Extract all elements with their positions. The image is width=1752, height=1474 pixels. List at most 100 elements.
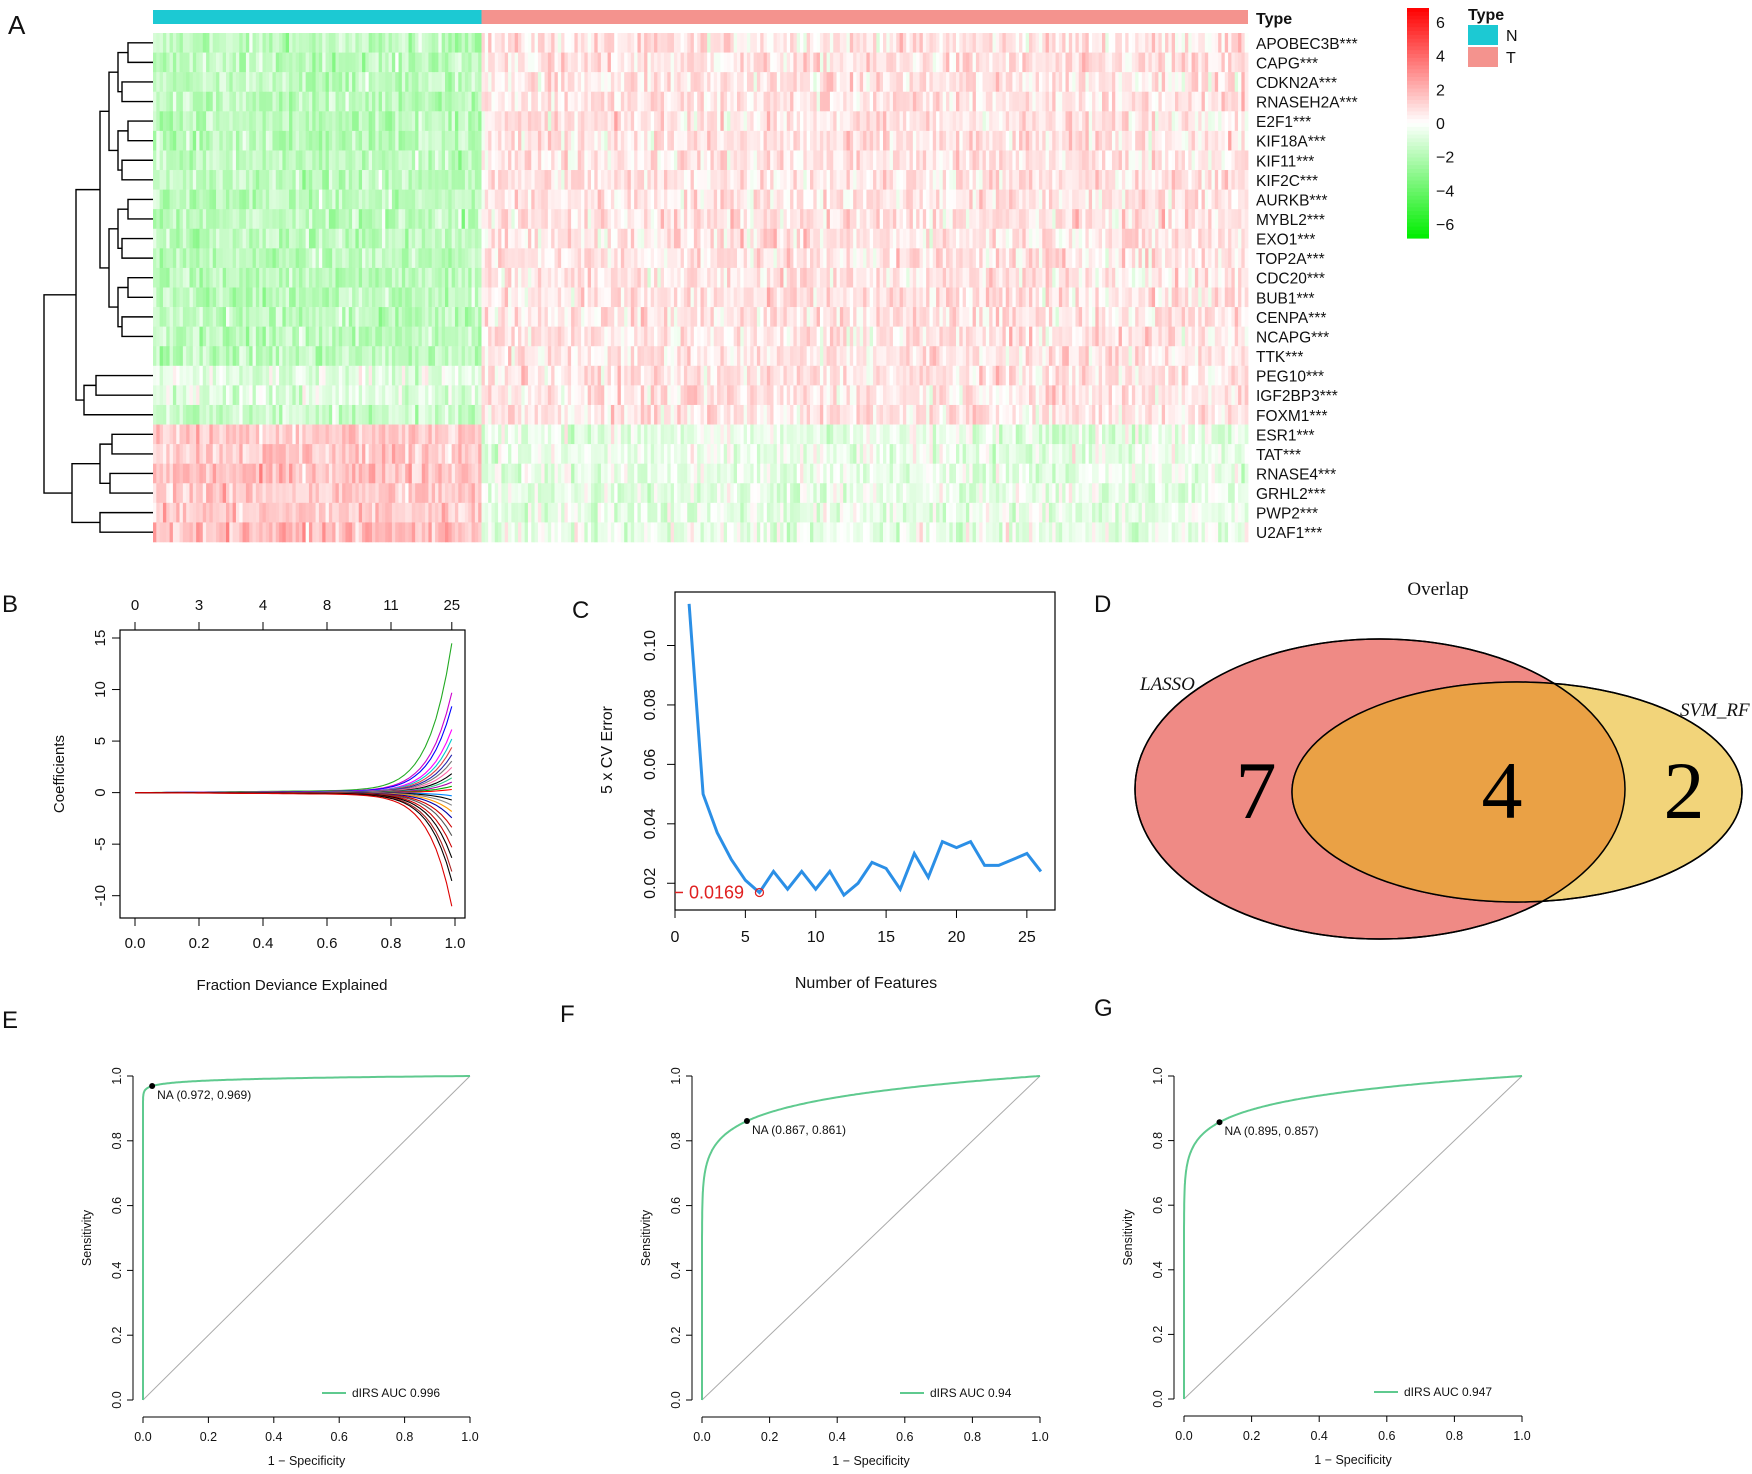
heatmap-cell	[707, 72, 711, 93]
heatmap-cell	[468, 189, 472, 210]
heatmap-cell	[451, 189, 456, 210]
heatmap-cell	[597, 228, 602, 249]
heatmap-cell	[305, 33, 310, 53]
heatmap-cell	[597, 52, 602, 73]
heatmap-cell	[1228, 150, 1232, 171]
heatmap-cell	[886, 150, 891, 171]
heatmap-cell	[488, 287, 492, 308]
heatmap-cell	[527, 72, 532, 93]
heatmap-cell	[1015, 52, 1020, 73]
heatmap-cell	[1068, 189, 1073, 210]
heatmap-cell	[1208, 228, 1212, 249]
heatmap-cell	[1121, 33, 1126, 53]
heatmap-cell	[229, 307, 234, 327]
heatmap-cell	[995, 111, 1000, 132]
heatmap-cell	[1194, 33, 1199, 53]
heatmap-cell	[478, 287, 482, 308]
heatmap-cell	[202, 248, 207, 269]
heatmap-cell	[1052, 130, 1056, 151]
heatmap-cell	[985, 307, 990, 327]
heatmap-cell	[577, 52, 582, 73]
heatmap-cell	[1234, 170, 1239, 190]
heatmap-cell	[604, 287, 608, 308]
heatmap-cell	[1068, 72, 1073, 93]
heatmap-cell	[527, 33, 532, 53]
heatmap-cell	[441, 209, 446, 230]
heatmap-cell	[206, 72, 210, 93]
heatmap-cell	[710, 150, 715, 171]
heatmap-cell	[166, 72, 170, 93]
heatmap-cell	[375, 209, 380, 230]
heatmap-cell	[1035, 267, 1040, 288]
heatmap-cell	[358, 130, 363, 151]
heatmap-cell	[222, 287, 227, 308]
heatmap-cell	[883, 248, 887, 269]
heatmap-cell	[318, 52, 323, 73]
heatmap-cell	[355, 33, 360, 53]
heatmap-cell	[746, 130, 751, 151]
heatmap-cell	[733, 209, 738, 230]
heatmap-cell	[1078, 287, 1083, 308]
heatmap-cell	[375, 189, 380, 210]
heatmap-cell	[305, 307, 310, 327]
heatmap-cell	[501, 248, 506, 269]
heatmap-cell	[975, 189, 980, 210]
heatmap-cell	[1015, 130, 1020, 151]
heatmap-cell	[1201, 33, 1206, 53]
heatmap-cell	[1108, 307, 1113, 327]
heatmap-cell	[773, 111, 778, 132]
heatmap-cell	[839, 307, 844, 327]
heatmap-cell	[501, 189, 506, 210]
heatmap-cell	[481, 267, 486, 288]
heatmap-cell	[773, 248, 778, 269]
heatmap-cell	[853, 248, 857, 269]
heatmap-cell	[952, 307, 957, 327]
heatmap-cell	[979, 130, 983, 151]
heatmap-cell	[518, 72, 522, 93]
heatmap-cell	[936, 170, 940, 190]
heatmap-cell	[1151, 52, 1156, 73]
heatmap-cell	[269, 287, 273, 308]
heatmap-cell	[1238, 33, 1242, 53]
heatmap-cell	[591, 307, 595, 327]
heatmap-cell	[982, 307, 987, 327]
heatmap-cell	[488, 248, 492, 269]
heatmap-cell	[425, 287, 429, 308]
heatmap-cell	[179, 267, 184, 288]
heatmap-cell	[408, 307, 413, 327]
heatmap-cell	[1078, 130, 1083, 151]
heatmap-cell	[488, 209, 492, 230]
heatmap-cell	[544, 91, 549, 112]
heatmap-cell	[468, 52, 472, 73]
heatmap-cell	[415, 209, 419, 230]
heatmap-cell	[494, 287, 499, 308]
heatmap-cell	[534, 248, 539, 269]
heatmap-cell	[1022, 170, 1027, 190]
heatmap-cell	[959, 111, 964, 132]
heatmap-cell	[1108, 130, 1113, 151]
heatmap-cell	[1072, 91, 1076, 112]
heatmap-cell	[962, 307, 967, 327]
heatmap-cell	[783, 287, 788, 308]
heatmap-cell	[561, 111, 565, 132]
heatmap-cell	[338, 170, 343, 190]
heatmap-cell	[348, 91, 353, 112]
heatmap-cell	[760, 248, 764, 269]
heatmap-cell	[494, 228, 499, 249]
heatmap-cell	[873, 209, 877, 230]
heatmap-cell	[342, 267, 346, 288]
heatmap-cell	[753, 130, 758, 151]
heatmap-cell	[883, 209, 887, 230]
heatmap-cell	[1175, 209, 1179, 230]
heatmap-cell	[458, 33, 462, 53]
heatmap-cell	[919, 111, 924, 132]
heatmap-cell	[219, 150, 224, 171]
heatmap-cell	[936, 307, 940, 327]
heatmap-row	[153, 248, 1249, 269]
heatmap-cell	[186, 307, 190, 327]
heatmap-cell	[1161, 150, 1166, 171]
heatmap-cell	[800, 130, 804, 151]
heatmap-cell	[1181, 248, 1186, 269]
heatmap-cell	[846, 91, 851, 112]
dendrogram-link	[108, 71, 118, 152]
